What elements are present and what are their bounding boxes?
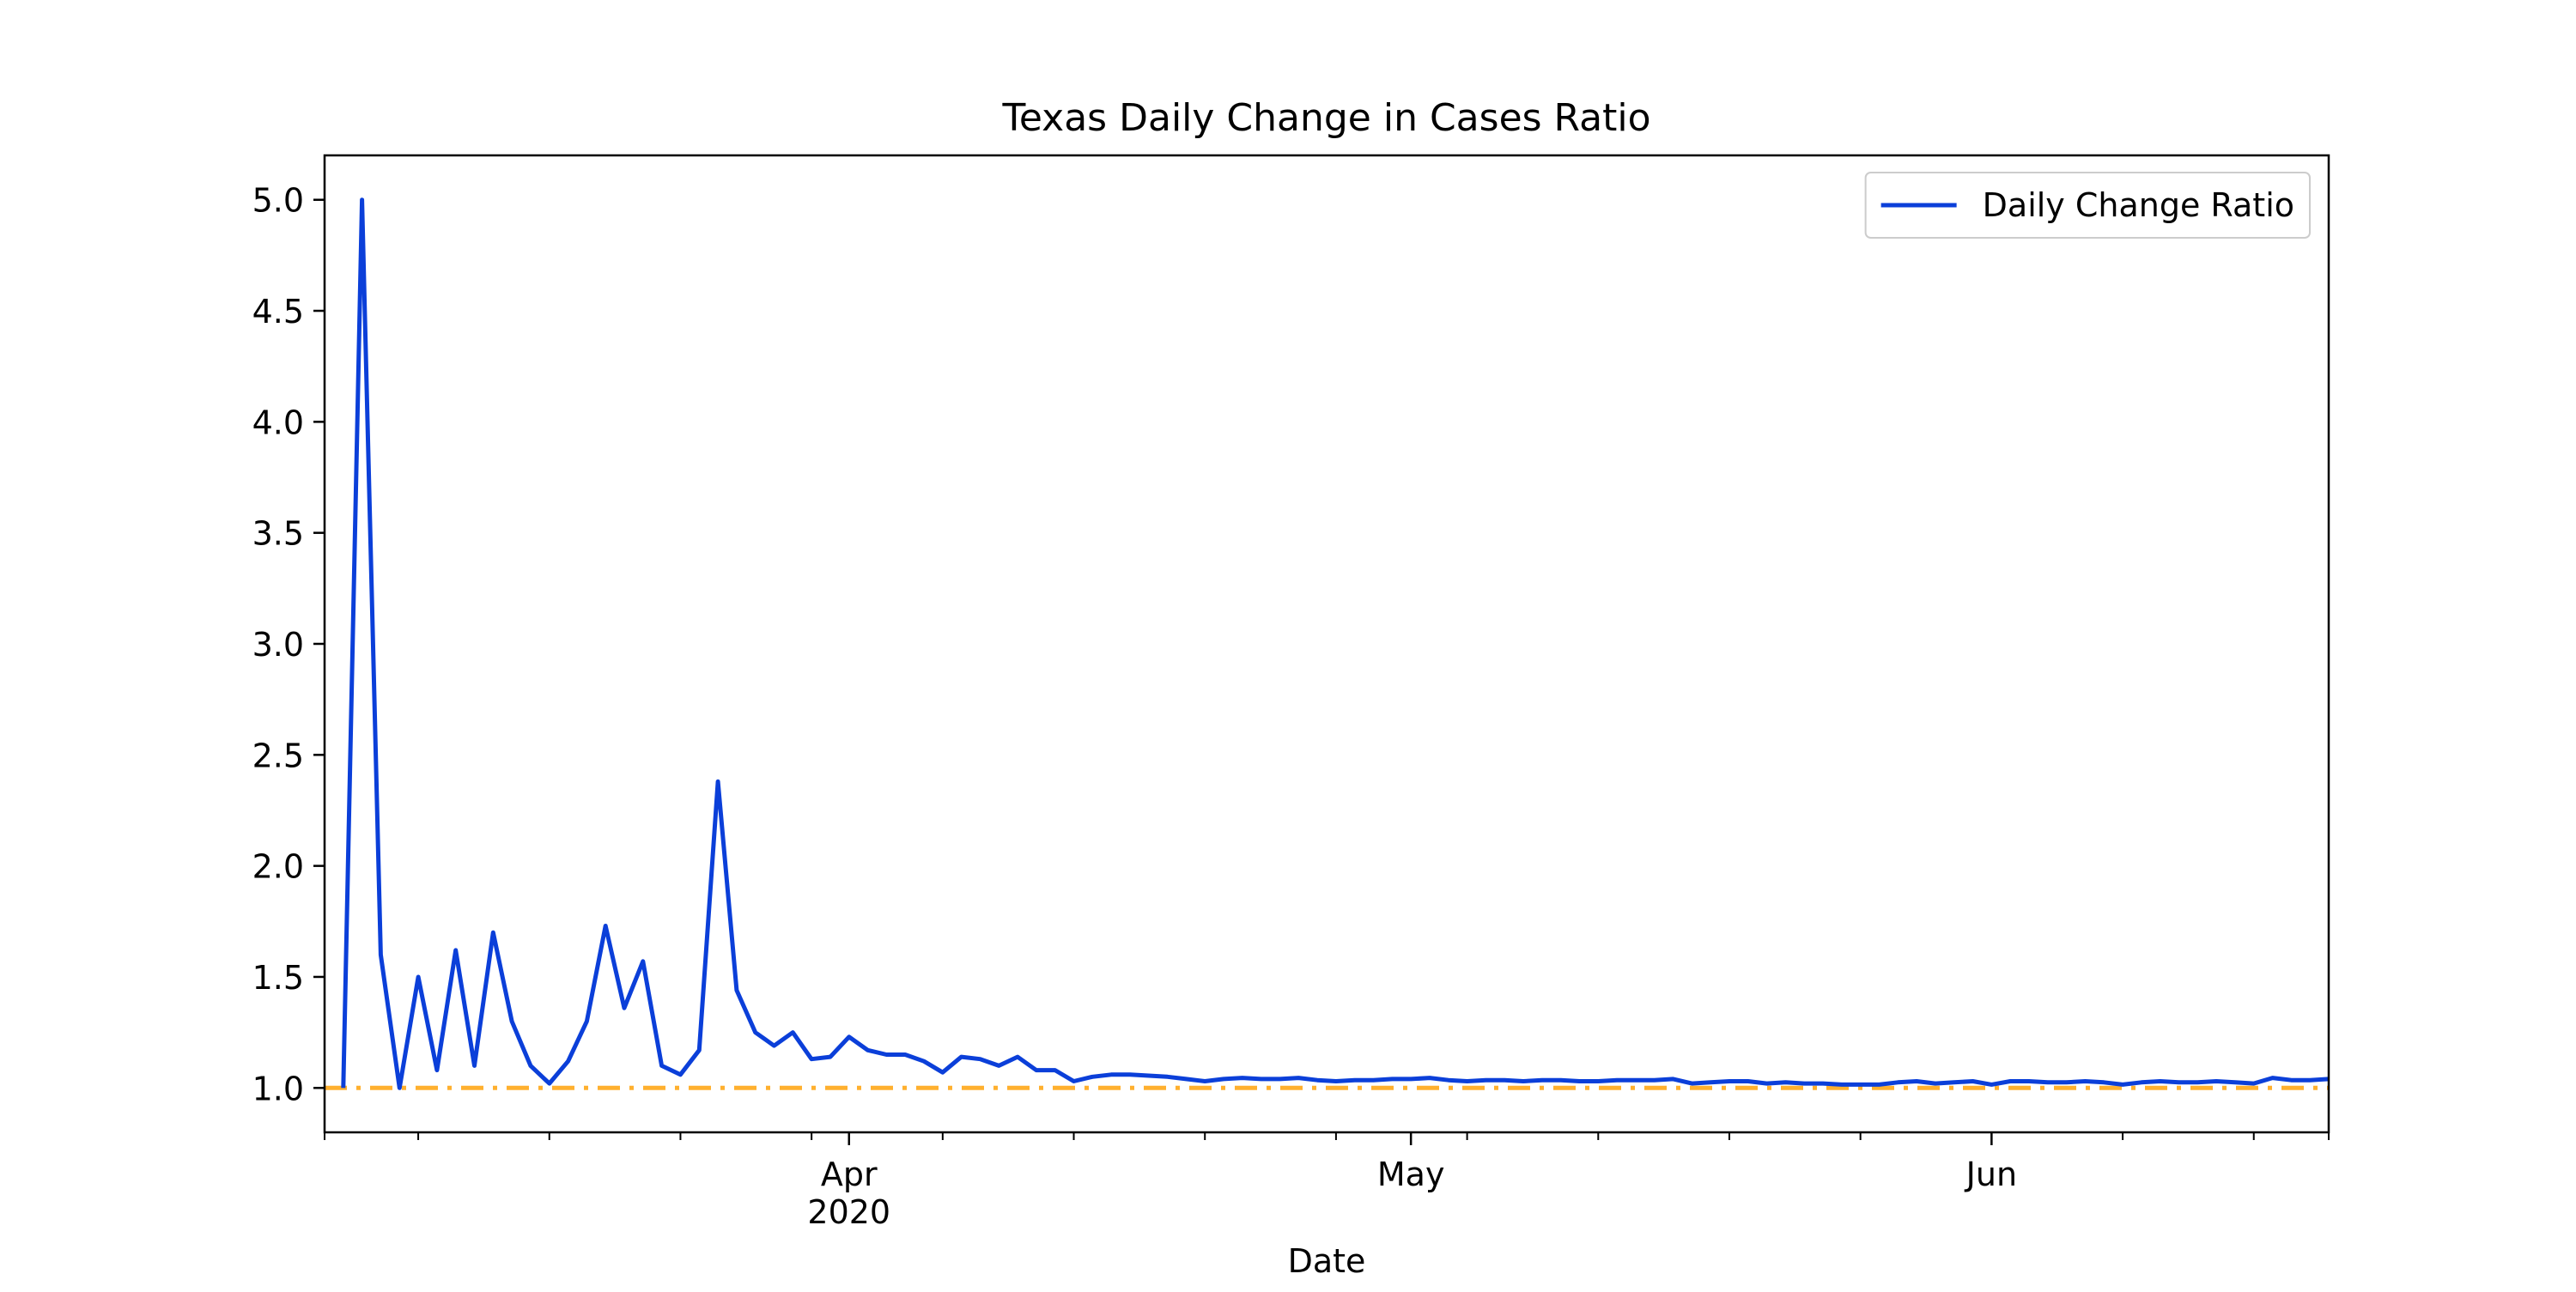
x-tick-label: May: [1377, 1156, 1445, 1193]
x-tick-sublabel: 2020: [807, 1193, 890, 1231]
y-tick-label: 4.5: [252, 293, 304, 331]
x-tick-label: Jun: [1965, 1156, 2017, 1193]
y-tick-label: 3.5: [252, 515, 304, 553]
y-tick-label: 1.0: [252, 1070, 304, 1107]
legend: Daily Change Ratio: [1864, 172, 2311, 239]
y-tick-label: 1.5: [252, 959, 304, 997]
y-tick-label: 2.5: [252, 737, 304, 774]
y-tick-label: 2.0: [252, 848, 304, 886]
legend-box: [1864, 172, 2311, 239]
y-tick-label: 5.0: [252, 182, 304, 220]
axes-frame: [323, 154, 2330, 1134]
legend-label: Daily Change Ratio: [1983, 186, 2294, 224]
x-axis-label: Date: [1288, 1242, 1366, 1280]
chart-title: Texas Daily Change in Cases Ratio: [1001, 96, 1650, 140]
x-tick-label: Apr: [821, 1156, 878, 1193]
y-tick-label: 3.0: [252, 626, 304, 664]
series-line: [341, 197, 2330, 1090]
y-tick-label: 4.0: [252, 403, 304, 441]
